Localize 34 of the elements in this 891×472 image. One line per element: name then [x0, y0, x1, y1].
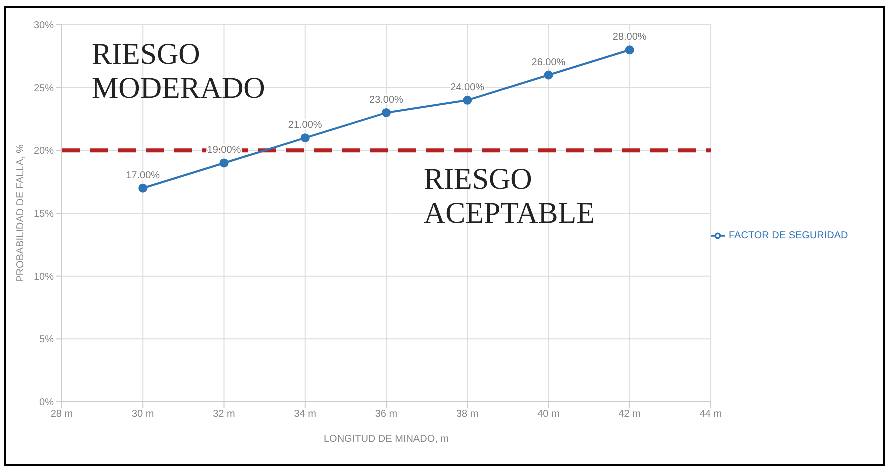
annotation: RIESGO ACEPTABLE	[424, 163, 596, 231]
data-label: 24.00%	[450, 82, 485, 94]
data-label: 17.00%	[126, 170, 160, 182]
point	[463, 96, 472, 105]
x-tick-label: 40 m	[538, 409, 560, 420]
y-tick-label: 30%	[34, 20, 54, 32]
y-tick-label: 25%	[34, 83, 54, 94]
y-tick-label: 10%	[34, 272, 54, 283]
y-tick-label: 5%	[40, 334, 54, 346]
point	[625, 46, 634, 55]
y-tick-label: 0%	[40, 398, 54, 409]
x-tick-label: 44 m	[700, 409, 722, 420]
point	[544, 70, 554, 80]
x-tick-label: 36 m	[375, 409, 398, 420]
point	[220, 158, 229, 168]
point	[138, 184, 148, 193]
data-label: 28.00%	[612, 32, 647, 44]
x-axis-title: LONGITUD DE MINADO, m	[324, 434, 450, 445]
x-tick-label: 34 m	[294, 409, 316, 420]
data-label: 23.00%	[370, 94, 404, 106]
legend-label: FACTOR DE SEGURIDAD	[729, 230, 848, 242]
data-label: 26.00%	[532, 57, 566, 68]
x-tick-label: 32 m	[213, 409, 236, 420]
y-tick-label: 15%	[34, 209, 54, 220]
x-tick-label: 28 m	[50, 409, 74, 420]
point	[382, 108, 391, 118]
point	[300, 134, 310, 143]
x-tick-label: 38 m	[456, 409, 479, 420]
annotation: RIESGO MODERADO	[92, 38, 266, 106]
data-label: 21.00%	[288, 120, 322, 132]
x-tick-label: 30 m	[132, 409, 154, 420]
y-tick-label: 20%	[34, 146, 54, 158]
y-axis-title: PROBABILIDAD DE FALLA, %	[16, 144, 27, 282]
x-tick-label: 42 m	[618, 409, 641, 420]
